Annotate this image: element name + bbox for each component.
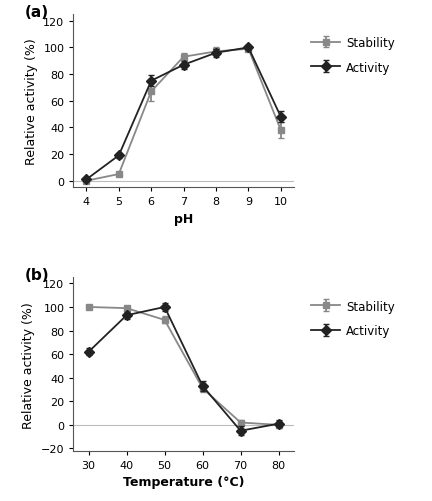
Legend: Stability, Activity: Stability, Activity bbox=[308, 35, 397, 77]
X-axis label: Temperature (°C): Temperature (°C) bbox=[123, 475, 245, 488]
Y-axis label: Relative activity (%): Relative activity (%) bbox=[22, 301, 35, 428]
Y-axis label: Relative activity (%): Relative activity (%) bbox=[25, 38, 38, 165]
Legend: Stability, Activity: Stability, Activity bbox=[308, 298, 397, 340]
Text: (a): (a) bbox=[25, 5, 49, 20]
Text: (b): (b) bbox=[25, 268, 50, 283]
X-axis label: pH: pH bbox=[174, 212, 193, 225]
